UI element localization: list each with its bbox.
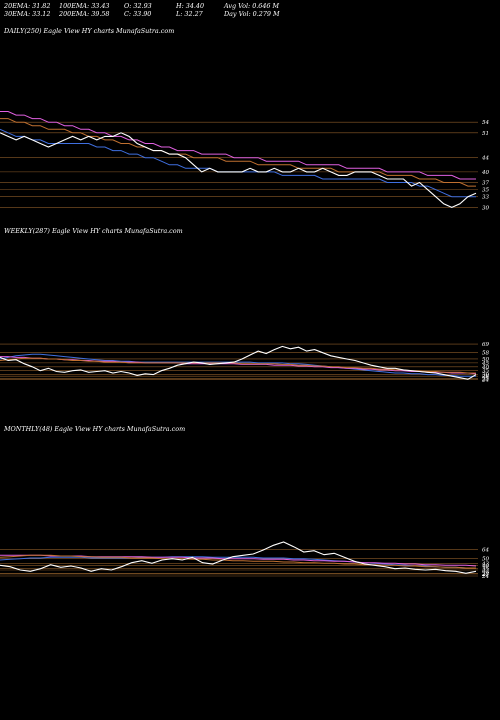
- monthly-tick-label: 35: [482, 567, 490, 573]
- daily-tick-label: 35: [482, 188, 490, 194]
- weekly-ema-line-0: [0, 353, 476, 377]
- ema30-value: 30EMA: 33.12: [4, 10, 51, 18]
- daily-panel-title: DAILY(250) Eagle View HY charts MunafaSu…: [4, 27, 175, 35]
- weekly-tick-label: 58: [482, 351, 490, 357]
- indicator-header: 20EMA: 31.82 100EMA: 33.43 O: 32.93 H: 3…: [4, 2, 500, 20]
- ema200-value: 200EMA: 39.58: [59, 10, 110, 18]
- monthly-tick-label: 64: [482, 547, 490, 553]
- weekly-panel-title: WEEKLY(287) Eagle View HY charts MunafaS…: [4, 227, 183, 235]
- avg-vol-value: Avg Vol: 0.646 M: [224, 2, 280, 10]
- daily-tick-label: 33: [482, 195, 490, 201]
- daily-ema-line-1: [0, 111, 476, 180]
- weekly-tick-label: 69: [482, 342, 490, 348]
- high-value: H: 34.40: [176, 2, 205, 10]
- daily-tick-label: 40: [481, 170, 490, 176]
- weekly-tick-label: 30: [482, 373, 490, 379]
- weekly-tick-label: 40: [481, 365, 490, 371]
- weekly-ema-line-2: [0, 357, 476, 374]
- weekly-tick-label: 25: [481, 377, 490, 383]
- monthly-panel-title: MONTHLY(48) Eagle View HY charts MunafaS…: [4, 425, 186, 433]
- close-value: C: 33.90: [124, 10, 152, 18]
- monthly-tick-label: 43: [481, 561, 490, 567]
- daily-ema-line-2: [0, 118, 476, 187]
- monthly-ema-line-0: [0, 556, 476, 569]
- monthly-price-line-3: [0, 541, 477, 574]
- monthly-tick-label: 24: [481, 574, 490, 580]
- weekly-price-line-3: [0, 345, 477, 380]
- daily-tick-label: 54: [482, 120, 490, 126]
- monthly-ema-line-1: [0, 554, 477, 567]
- daily-tick-label: 51: [482, 131, 489, 137]
- weekly-tick-label: 24: [481, 377, 490, 383]
- day-vol-value: Day Vol: 0.279 M: [224, 10, 280, 18]
- daily-price-line-3: [0, 132, 477, 209]
- weekly-tick-label: 45: [481, 361, 490, 367]
- monthly-ema-line-2: [0, 554, 476, 569]
- daily-ema-line-0: [0, 128, 476, 198]
- monthly-tick-label: 28: [481, 571, 490, 577]
- low-value: L: 32.27: [176, 10, 203, 18]
- daily-tick-label: 30: [482, 205, 490, 211]
- weekly-tick-label: 35: [482, 369, 490, 375]
- weekly-tick-label: 50: [482, 357, 490, 363]
- ema100-value: 100EMA: 33.43: [59, 2, 110, 10]
- open-value: O: 32.93: [124, 2, 152, 10]
- monthly-tick-label: 50: [482, 557, 490, 563]
- daily-tick-label: 37: [482, 181, 490, 187]
- monthly-tick-label: 33: [482, 568, 490, 574]
- weekly-tick-label: 28: [481, 374, 490, 380]
- monthly-tick-label: 40: [481, 563, 490, 569]
- monthly-tick-label: 27: [481, 572, 490, 578]
- daily-tick-label: 44: [481, 156, 490, 162]
- ema20-value: 20EMA: 31.82: [4, 2, 51, 10]
